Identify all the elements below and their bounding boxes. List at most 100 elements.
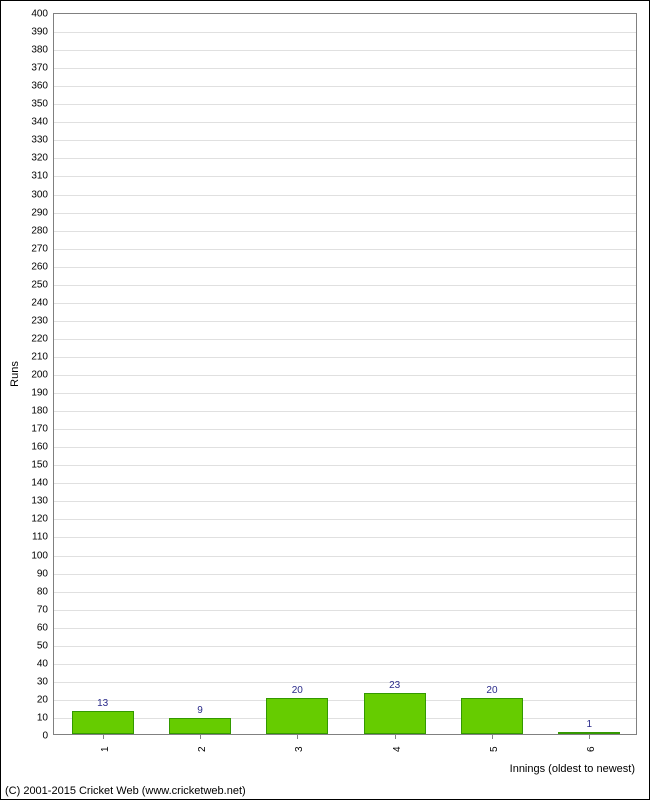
y-tick-label: 300 bbox=[31, 189, 54, 200]
bar-value-label: 9 bbox=[197, 705, 203, 719]
grid-line bbox=[54, 682, 636, 683]
x-tick bbox=[492, 734, 493, 739]
grid-line bbox=[54, 339, 636, 340]
y-tick-label: 180 bbox=[31, 406, 54, 417]
y-tick-label: 330 bbox=[31, 135, 54, 146]
y-tick-label: 110 bbox=[32, 532, 54, 543]
grid-line bbox=[54, 303, 636, 304]
y-tick-label: 140 bbox=[31, 478, 54, 489]
x-tick-label: 5 bbox=[489, 746, 500, 752]
y-tick-label: 90 bbox=[37, 568, 54, 579]
y-tick-label: 270 bbox=[31, 243, 54, 254]
grid-line bbox=[54, 122, 636, 123]
grid-line bbox=[54, 321, 636, 322]
grid-line bbox=[54, 592, 636, 593]
grid-line bbox=[54, 411, 636, 412]
plot-area: 0102030405060708090100110120130140150160… bbox=[53, 13, 637, 735]
grid-line bbox=[54, 501, 636, 502]
y-tick-label: 220 bbox=[31, 333, 54, 344]
y-tick-label: 70 bbox=[37, 604, 54, 615]
y-tick-label: 60 bbox=[37, 622, 54, 633]
bar: 20 bbox=[461, 698, 523, 734]
x-tick-label: 6 bbox=[586, 746, 597, 752]
y-tick-label: 200 bbox=[31, 370, 54, 381]
grid-line bbox=[54, 556, 636, 557]
grid-line bbox=[54, 664, 636, 665]
grid-line bbox=[54, 285, 636, 286]
grid-line bbox=[54, 447, 636, 448]
grid-line bbox=[54, 465, 636, 466]
y-tick-label: 30 bbox=[37, 676, 54, 687]
x-axis-title: Innings (oldest to newest) bbox=[510, 763, 635, 775]
y-tick-label: 230 bbox=[31, 315, 54, 326]
y-tick-label: 260 bbox=[31, 261, 54, 272]
y-tick-label: 370 bbox=[31, 63, 54, 74]
grid-line bbox=[54, 158, 636, 159]
bar: 23 bbox=[364, 693, 426, 735]
y-tick-label: 240 bbox=[31, 297, 54, 308]
y-tick-label: 390 bbox=[31, 27, 54, 38]
x-tick-label: 4 bbox=[392, 746, 403, 752]
x-tick bbox=[200, 734, 201, 739]
y-tick-label: 160 bbox=[31, 442, 54, 453]
y-tick-label: 360 bbox=[31, 81, 54, 92]
x-tick-label: 1 bbox=[100, 746, 111, 752]
grid-line bbox=[54, 610, 636, 611]
y-tick-label: 0 bbox=[42, 731, 54, 742]
y-tick-label: 400 bbox=[31, 9, 54, 20]
y-tick-label: 290 bbox=[31, 207, 54, 218]
grid-line bbox=[54, 718, 636, 719]
x-tick bbox=[589, 734, 590, 739]
y-tick-label: 20 bbox=[37, 694, 54, 705]
grid-line bbox=[54, 195, 636, 196]
y-tick-label: 150 bbox=[31, 460, 54, 471]
x-tick-label: 2 bbox=[197, 746, 208, 752]
grid-line bbox=[54, 86, 636, 87]
grid-line bbox=[54, 537, 636, 538]
x-tick bbox=[395, 734, 396, 739]
y-tick-label: 190 bbox=[31, 388, 54, 399]
y-tick-label: 50 bbox=[37, 640, 54, 651]
chart-frame: 0102030405060708090100110120130140150160… bbox=[0, 0, 650, 800]
bar: 9 bbox=[169, 718, 231, 734]
copyright-text: (C) 2001-2015 Cricket Web (www.cricketwe… bbox=[5, 785, 246, 797]
grid-line bbox=[54, 519, 636, 520]
grid-line bbox=[54, 176, 636, 177]
x-tick bbox=[103, 734, 104, 739]
y-axis-title: Runs bbox=[9, 361, 21, 387]
x-tick bbox=[297, 734, 298, 739]
y-tick-label: 80 bbox=[37, 586, 54, 597]
grid-line bbox=[54, 483, 636, 484]
grid-line bbox=[54, 429, 636, 430]
y-tick-label: 170 bbox=[31, 424, 54, 435]
grid-line bbox=[54, 375, 636, 376]
bar-value-label: 1 bbox=[587, 719, 593, 733]
grid-line bbox=[54, 231, 636, 232]
grid-line bbox=[54, 32, 636, 33]
bar: 13 bbox=[72, 711, 134, 734]
grid-line bbox=[54, 249, 636, 250]
grid-line bbox=[54, 393, 636, 394]
y-tick-label: 320 bbox=[31, 153, 54, 164]
bar-value-label: 20 bbox=[292, 685, 303, 699]
y-tick-label: 130 bbox=[31, 496, 54, 507]
bar: 1 bbox=[558, 732, 620, 734]
y-tick-label: 380 bbox=[31, 45, 54, 56]
grid-line bbox=[54, 700, 636, 701]
y-tick-label: 10 bbox=[37, 712, 54, 723]
grid-line bbox=[54, 104, 636, 105]
y-tick-label: 100 bbox=[31, 550, 54, 561]
grid-line bbox=[54, 68, 636, 69]
grid-line bbox=[54, 646, 636, 647]
grid-line bbox=[54, 50, 636, 51]
bar-value-label: 13 bbox=[97, 698, 108, 712]
bar: 20 bbox=[266, 698, 328, 734]
grid-line bbox=[54, 140, 636, 141]
grid-line bbox=[54, 574, 636, 575]
bar-value-label: 23 bbox=[389, 680, 400, 694]
grid-line bbox=[54, 628, 636, 629]
grid-line bbox=[54, 357, 636, 358]
y-tick-label: 350 bbox=[31, 99, 54, 110]
y-tick-label: 40 bbox=[37, 658, 54, 669]
y-tick-label: 210 bbox=[31, 351, 54, 362]
